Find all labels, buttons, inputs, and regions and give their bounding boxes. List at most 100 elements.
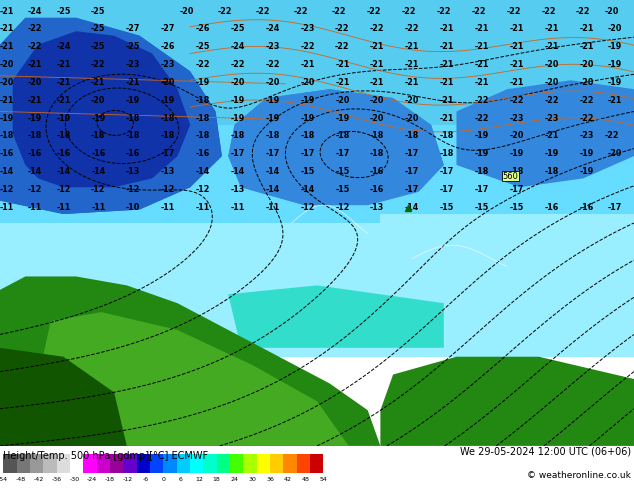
Bar [30, 454, 43, 473]
Text: -12: -12 [335, 203, 349, 212]
Text: -14: -14 [231, 167, 245, 176]
Text: -16: -16 [91, 149, 105, 158]
Text: -21: -21 [405, 78, 419, 87]
Text: 12: 12 [195, 477, 203, 482]
Text: -11: -11 [196, 203, 210, 212]
Text: -23: -23 [545, 114, 559, 122]
Bar [190, 454, 204, 473]
Text: -21: -21 [440, 24, 454, 33]
Text: -22: -22 [91, 60, 105, 69]
Text: -20: -20 [370, 114, 384, 122]
Text: -21: -21 [475, 60, 489, 69]
Text: -20: -20 [608, 24, 622, 33]
Text: -20: -20 [545, 78, 559, 87]
Text: -19: -19 [301, 114, 314, 122]
Text: -14: -14 [266, 185, 280, 194]
Text: -12: -12 [161, 185, 175, 194]
Text: -14: -14 [56, 167, 70, 176]
Text: -12: -12 [301, 203, 314, 212]
Text: -20: -20 [370, 96, 384, 105]
Text: -21: -21 [475, 24, 489, 33]
Polygon shape [0, 348, 127, 446]
Text: -22: -22 [335, 42, 349, 51]
Text: -11: -11 [161, 203, 175, 212]
Text: -21: -21 [335, 78, 349, 87]
Text: -11: -11 [56, 203, 70, 212]
Text: -22: -22 [507, 7, 521, 16]
Text: -22: -22 [196, 60, 210, 69]
Text: -16: -16 [126, 149, 140, 158]
Text: -11: -11 [0, 203, 13, 212]
Polygon shape [13, 31, 190, 187]
Text: -10: -10 [126, 203, 140, 212]
Polygon shape [228, 285, 444, 348]
Polygon shape [0, 125, 634, 254]
Text: 48: 48 [302, 477, 309, 482]
Text: 30: 30 [249, 477, 256, 482]
Text: -22: -22 [28, 42, 42, 51]
Text: -19: -19 [475, 131, 489, 141]
Text: -24: -24 [231, 42, 245, 51]
Bar [164, 454, 177, 473]
Text: -19: -19 [196, 78, 210, 87]
Text: -11: -11 [266, 203, 280, 212]
Polygon shape [0, 18, 222, 214]
Text: -15: -15 [440, 203, 454, 212]
Text: -21: -21 [370, 42, 384, 51]
Text: -24: -24 [87, 477, 97, 482]
Text: -19: -19 [266, 96, 280, 105]
Text: -21: -21 [28, 60, 42, 69]
Text: -22: -22 [541, 7, 555, 16]
Text: -42: -42 [34, 477, 44, 482]
Text: -20: -20 [266, 78, 280, 87]
Text: -17: -17 [335, 149, 349, 158]
Text: -20: -20 [335, 96, 349, 105]
Text: -18: -18 [370, 131, 384, 141]
Text: -19: -19 [231, 96, 245, 105]
Bar [310, 454, 323, 473]
Text: -21: -21 [608, 96, 622, 105]
Text: -22: -22 [367, 7, 381, 16]
Text: -19: -19 [510, 149, 524, 158]
Text: -17: -17 [405, 167, 419, 176]
Text: -19: -19 [28, 114, 42, 122]
Text: -16: -16 [579, 203, 593, 212]
Text: -18: -18 [475, 167, 489, 176]
Text: -18: -18 [126, 114, 140, 122]
Text: -26: -26 [161, 42, 175, 51]
Text: -25: -25 [126, 42, 140, 51]
Bar [3, 454, 16, 473]
Text: -22: -22 [510, 96, 524, 105]
Text: 0: 0 [161, 477, 165, 482]
Text: -23: -23 [266, 42, 280, 51]
Bar [204, 454, 217, 473]
Text: 36: 36 [266, 477, 274, 482]
Polygon shape [13, 31, 190, 187]
Text: -21: -21 [510, 78, 524, 87]
Text: -22: -22 [218, 7, 232, 16]
Text: -22: -22 [335, 24, 349, 33]
Text: -21: -21 [56, 60, 70, 69]
Text: 6: 6 [179, 477, 183, 482]
Text: -20: -20 [0, 78, 13, 87]
Text: -13: -13 [161, 167, 175, 176]
Text: -20: -20 [91, 96, 105, 105]
Text: -18: -18 [105, 477, 115, 482]
Text: -20: -20 [28, 78, 42, 87]
Text: -22: -22 [475, 114, 489, 122]
Text: -12: -12 [196, 185, 210, 194]
Text: -23: -23 [510, 114, 524, 122]
Text: -17: -17 [301, 149, 314, 158]
Text: -22: -22 [437, 7, 451, 16]
Polygon shape [380, 214, 634, 357]
Text: -22: -22 [301, 42, 314, 51]
Text: -14: -14 [266, 167, 280, 176]
Bar [43, 454, 56, 473]
Text: -21: -21 [0, 96, 13, 105]
Text: -15: -15 [335, 185, 349, 194]
Bar [123, 454, 136, 473]
Text: -25: -25 [56, 7, 70, 16]
Text: 42: 42 [284, 477, 292, 482]
Bar [177, 454, 190, 473]
Text: -22: -22 [28, 24, 42, 33]
